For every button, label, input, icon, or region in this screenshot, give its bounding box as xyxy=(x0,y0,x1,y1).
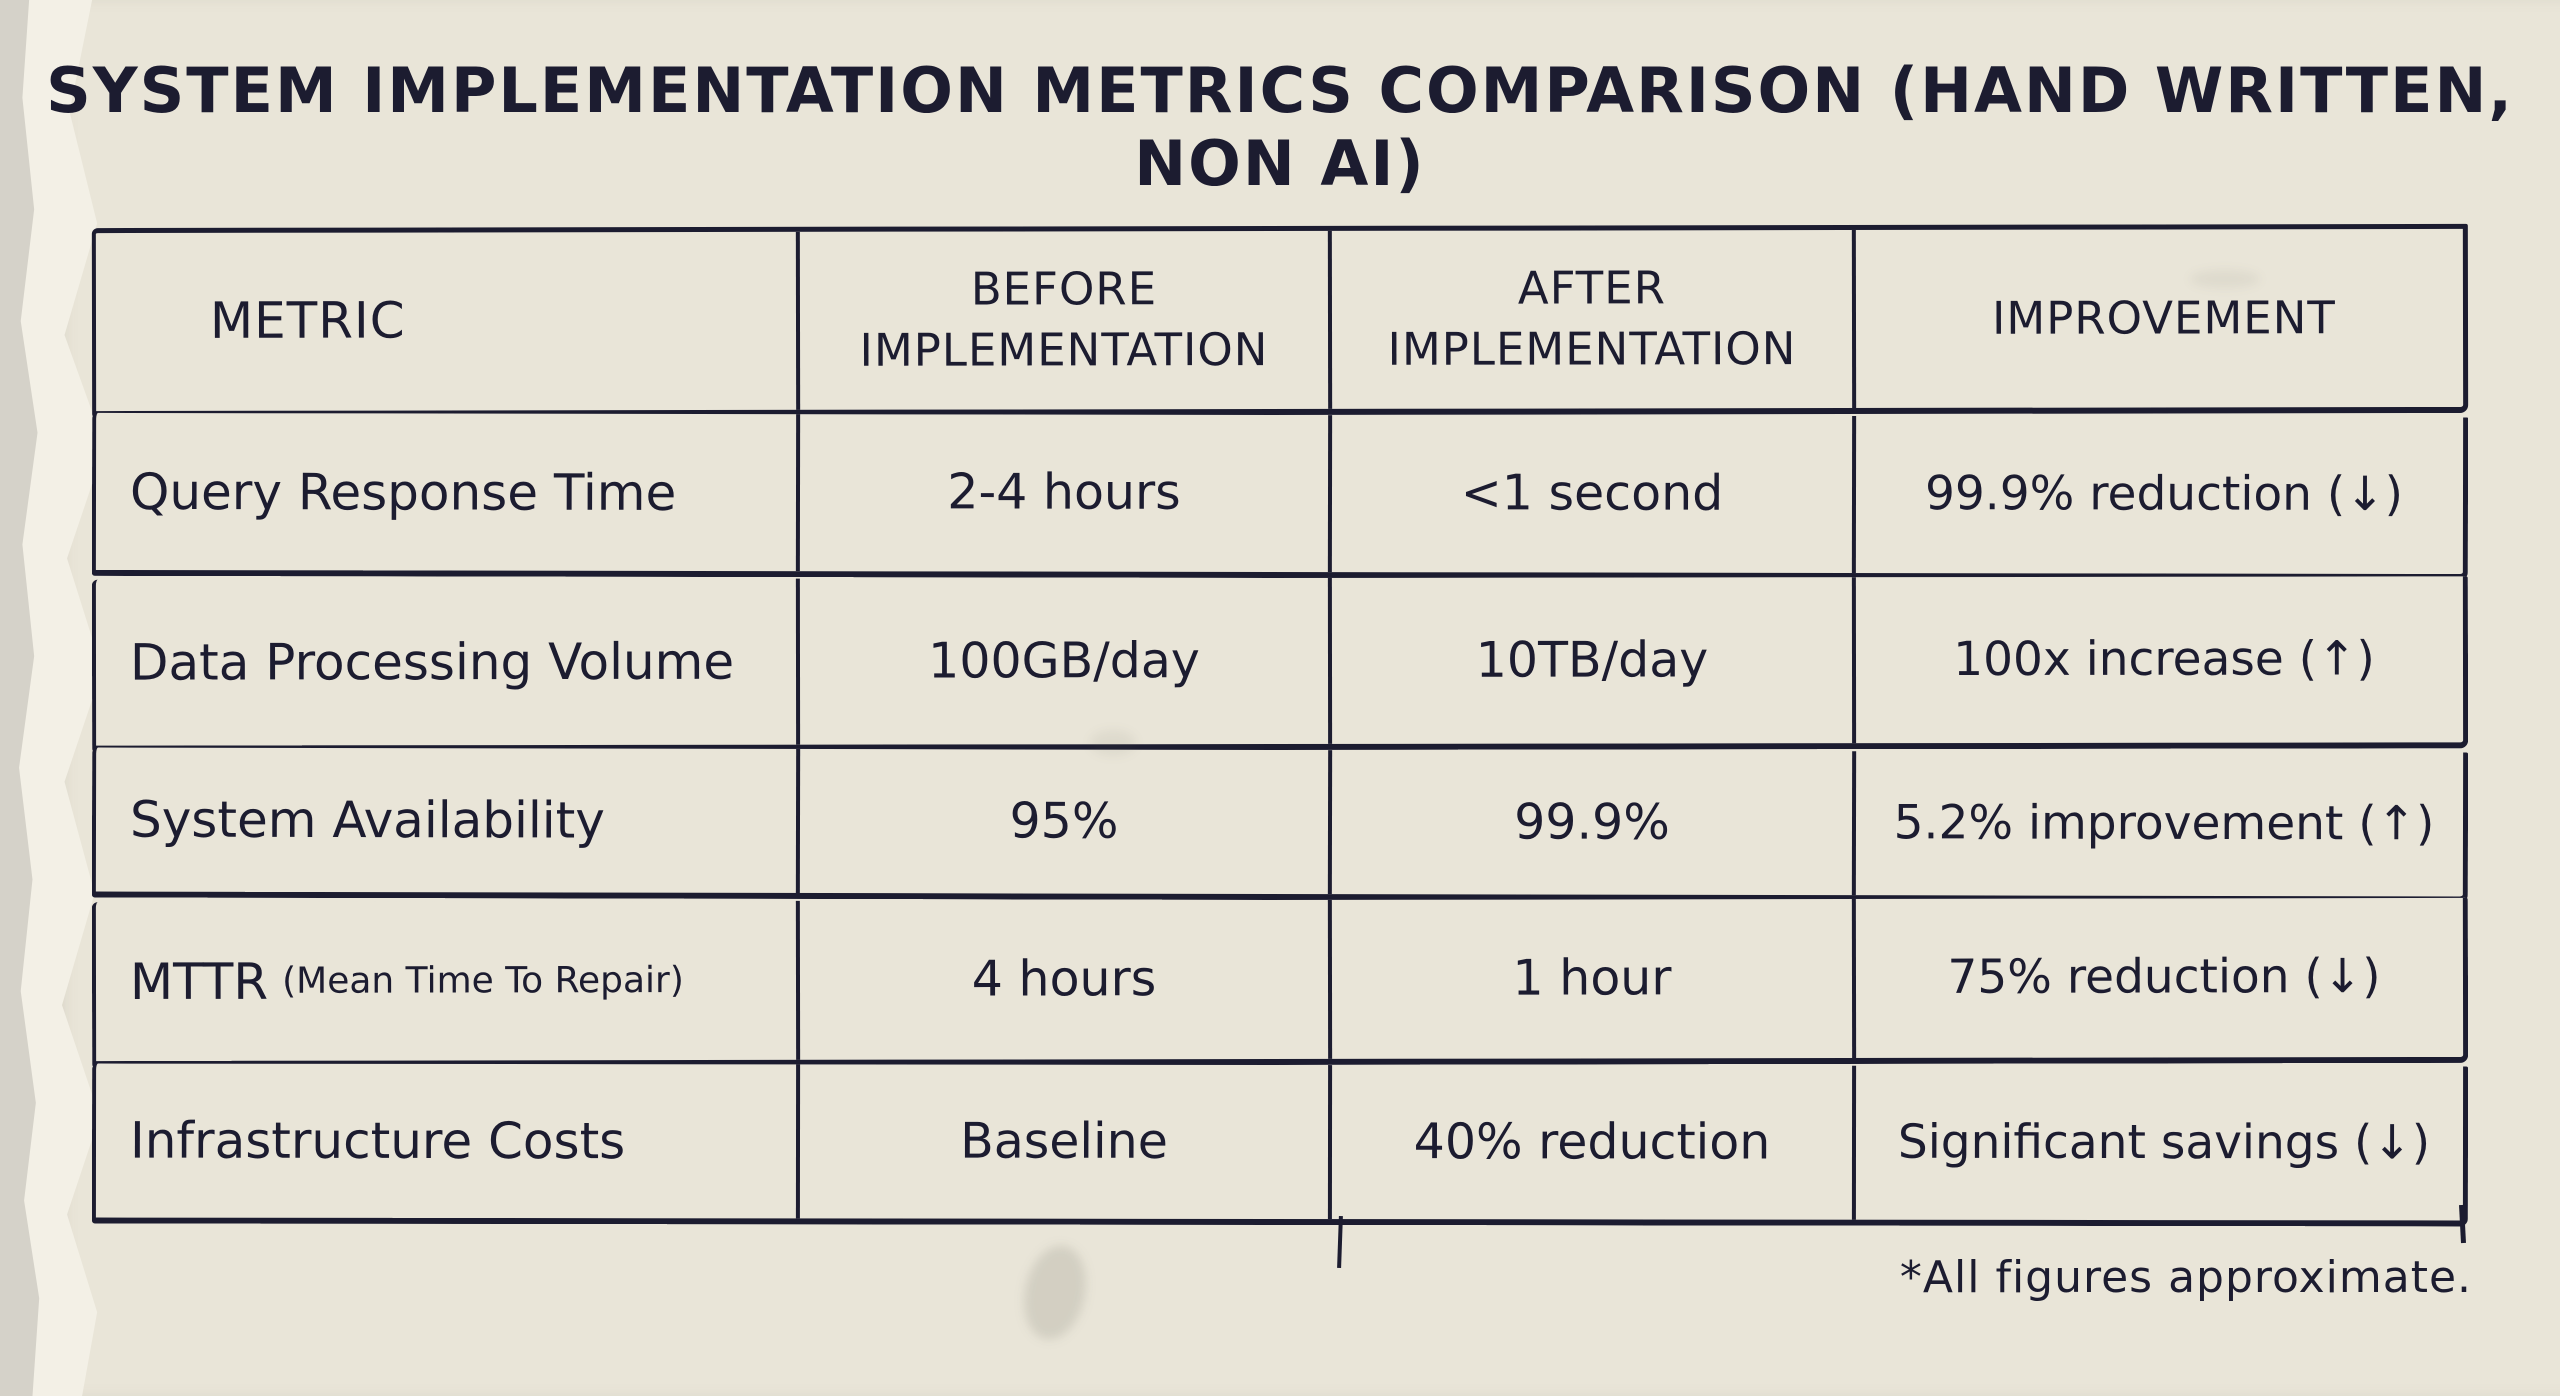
improvement-cell: 75% reduction (↓) xyxy=(1947,949,2381,1006)
table-header-row: METRIC BEFORE IMPLEMENTATION AFTER IMPLE… xyxy=(91,223,2469,418)
pencil-smudge xyxy=(2190,270,2260,288)
metric-note: (Mean Time To Repair) xyxy=(282,959,684,1002)
before-cell: 2-4 hours xyxy=(799,414,1333,573)
before-cell: 100GB/day xyxy=(799,577,1333,745)
improvement-cell: 99.9% reduction (↓) xyxy=(1924,466,2404,523)
before-cell: 4 hours xyxy=(799,899,1333,1060)
table-row: MTTR (Mean Time To Repair) 4 hours 1 hou… xyxy=(91,897,2469,1068)
metric-label: Data Processing Volume xyxy=(129,632,735,692)
table-row: Data Processing Volume 100GB/day 10TB/da… xyxy=(91,576,2469,752)
table-row: System Availability 95% 99.9% 5.2% impro… xyxy=(91,747,2469,903)
header-label: BEFORE xyxy=(970,262,1158,316)
after-cell: 99.9% xyxy=(1331,750,1857,896)
improvement-cell: Significant savings (↓) xyxy=(1897,1114,2431,1171)
after-cell: <1 second xyxy=(1331,415,1857,574)
metric-label: System Availability xyxy=(129,790,605,850)
before-cell: Baseline xyxy=(799,1064,1333,1220)
pencil-smudge xyxy=(1090,730,1136,756)
metric-cell: Data Processing Volume xyxy=(95,578,801,746)
after-cell: 40% reduction xyxy=(1331,1065,1857,1220)
improvement-cell: 5.2% improvement (↑) xyxy=(1893,795,2435,852)
header-cell-after: AFTER IMPLEMENTATION xyxy=(1331,229,1857,409)
after-cell: 1 hour xyxy=(1331,898,1857,1059)
metric-label: MTTR xyxy=(129,952,269,1011)
metric-cell: System Availability xyxy=(95,747,801,893)
before-cell: 95% xyxy=(799,748,1333,895)
metrics-table: METRIC BEFORE IMPLEMENTATION AFTER IMPLE… xyxy=(91,223,2469,1227)
metric-cell: MTTR (Mean Time To Repair) xyxy=(95,900,801,1062)
header-label: IMPROVEMENT xyxy=(1992,290,2336,345)
metric-label: Infrastructure Costs xyxy=(129,1111,626,1171)
metric-cell: Query Response Time xyxy=(95,412,801,572)
header-label: IMPLEMENTATION xyxy=(1387,322,1797,376)
improvement-cell: 100x increase (↑) xyxy=(1953,631,2375,687)
after-cell: 10TB/day xyxy=(1331,577,1857,744)
footnote: *All figures approximate. xyxy=(1899,1252,2472,1303)
header-cell-metric: METRIC xyxy=(95,231,801,412)
table-row: Infrastructure Costs Baseline 40% reduct… xyxy=(91,1063,2469,1227)
table-row: Query Response Time 2-4 hours <1 second … xyxy=(91,412,2469,581)
header-label: IMPLEMENTATION xyxy=(859,323,1269,377)
metric-label: Query Response Time xyxy=(129,462,677,522)
header-cell-improvement: IMPROVEMENT xyxy=(1856,229,2472,408)
metric-cell: Infrastructure Costs xyxy=(95,1063,801,1219)
header-label: METRIC xyxy=(209,291,406,351)
page-title: SYSTEM IMPLEMENTATION METRICS COMPARISON… xyxy=(46,54,2514,200)
header-label: AFTER xyxy=(1517,261,1667,315)
header-cell-before: BEFORE IMPLEMENTATION xyxy=(799,230,1333,410)
